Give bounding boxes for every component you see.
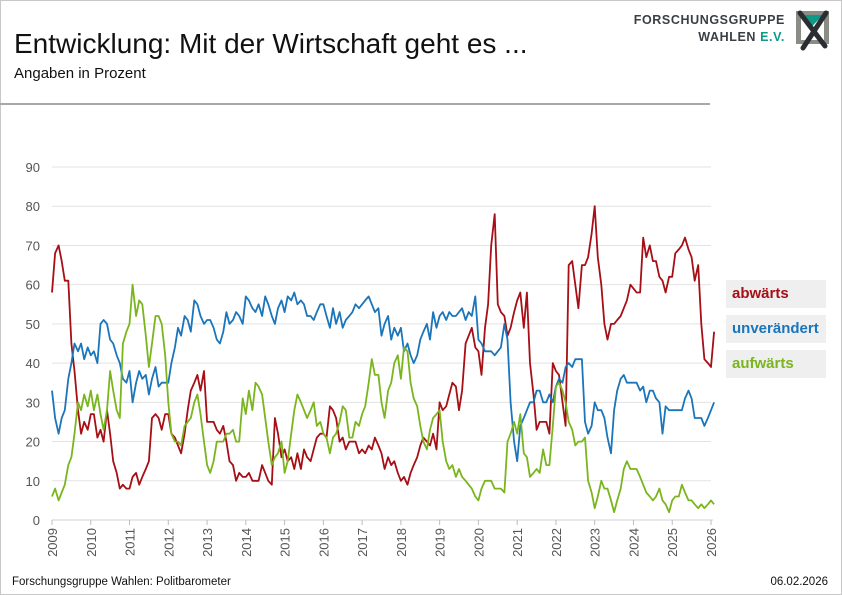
y-tick-label-30: 30 [26,395,40,410]
x-tick-label-2013: 2013 [200,528,215,557]
y-tick-label-40: 40 [26,356,40,371]
x-tick-label-2016: 2016 [316,528,331,557]
logo: FORSCHUNGSGRUPPE WAHLEN E.V. [634,9,835,54]
x-tick-label-2017: 2017 [355,528,370,557]
ballot-cross-icon [796,10,829,51]
y-tick-label-70: 70 [26,238,40,253]
source-note: Forschungsgruppe Wahlen: Politbarometer [12,576,231,588]
chart-subtitle: Angaben in Prozent [14,65,146,82]
logo-text-wahlen: WAHLEN [698,30,761,44]
chart-title: Entwicklung: Mit der Wirtschaft geht es … [14,28,528,59]
x-tick-label-2015: 2015 [278,528,293,557]
x-tick-label-2014: 2014 [239,528,254,557]
y-tick-label-80: 80 [26,199,40,214]
series-line-abwaerts [51,205,715,490]
legend-item-unveraendert: unverändert [726,315,826,343]
x-tick-label-2021: 2021 [510,528,525,557]
x-tick-label-2011: 2011 [123,528,138,556]
y-tick-label-90: 90 [26,160,40,175]
series-line-aufwaerts [51,283,715,514]
logo-text-line1: FORSCHUNGSGRUPPE [633,13,785,27]
x-tick-label-2020: 2020 [471,528,486,557]
publication-date: 06.02.2026 [770,576,828,588]
header-divider [0,103,710,105]
logo-text-ev: E.V. [760,30,785,44]
x-tick-label-2025: 2025 [665,528,680,557]
x-tick-label-2019: 2019 [433,528,448,557]
y-tick-label-50: 50 [26,317,40,332]
x-tick-label-2018: 2018 [394,528,409,557]
x-tick-label-2022: 2022 [549,528,564,557]
legend-item-aufwaerts: aufwärts [726,350,826,378]
y-tick-label-10: 10 [26,474,40,489]
x-tick-label-2024: 2024 [626,528,641,557]
x-tick-label-2026: 2026 [704,528,719,557]
y-tick-label-20: 20 [26,435,40,450]
x-tick-label-2010: 2010 [84,528,99,557]
x-tick-label-2012: 2012 [161,528,176,557]
legend-item-abwaerts: abwärts [726,280,826,308]
y-tick-label-0: 0 [33,513,40,528]
x-tick-label-2023: 2023 [588,528,603,557]
series-line-unveraendert [51,291,715,463]
x-tick-label-2009: 2009 [45,528,60,557]
logo-text-line2: WAHLEN E.V. [698,30,785,44]
y-tick-label-60: 60 [26,278,40,293]
